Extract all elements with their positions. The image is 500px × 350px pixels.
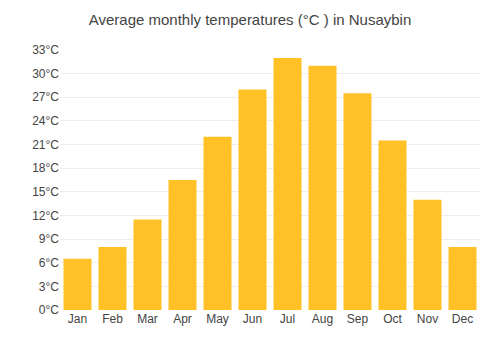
svg-text:3°C: 3°C: [39, 280, 59, 294]
svg-text:Jan: Jan: [68, 312, 87, 326]
svg-text:Apr: Apr: [173, 312, 192, 326]
svg-text:Aug: Aug: [312, 312, 333, 326]
svg-text:Mar: Mar: [137, 312, 158, 326]
svg-text:33°C: 33°C: [32, 43, 59, 57]
svg-text:15°C: 15°C: [32, 185, 59, 199]
svg-text:27°C: 27°C: [32, 90, 59, 104]
svg-text:21°C: 21°C: [32, 138, 59, 152]
svg-text:18°C: 18°C: [32, 161, 59, 175]
svg-text:Nov: Nov: [417, 312, 438, 326]
svg-text:Sep: Sep: [347, 312, 369, 326]
svg-text:Feb: Feb: [102, 312, 123, 326]
svg-text:0°C: 0°C: [39, 303, 59, 317]
svg-text:Oct: Oct: [383, 312, 402, 326]
svg-text:9°C: 9°C: [39, 232, 59, 246]
svg-text:Dec: Dec: [452, 312, 473, 326]
svg-text:May: May: [206, 312, 229, 326]
svg-text:Jul: Jul: [280, 312, 295, 326]
svg-text:6°C: 6°C: [39, 256, 59, 270]
svg-text:24°C: 24°C: [32, 114, 59, 128]
svg-text:30°C: 30°C: [32, 67, 59, 81]
svg-text:12°C: 12°C: [32, 209, 59, 223]
svg-text:Jun: Jun: [243, 312, 262, 326]
svg-text:Average monthly temperatures (: Average monthly temperatures (°C ) in Nu…: [89, 11, 412, 28]
